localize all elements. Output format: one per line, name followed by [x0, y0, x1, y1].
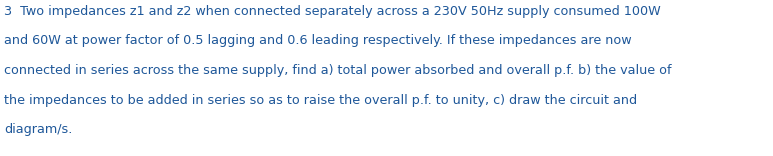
Text: 3  Two impedances z1 and z2 when connected separately across a 230V 50Hz supply : 3 Two impedances z1 and z2 when connecte…: [4, 5, 661, 18]
Text: connected in series across the same supply, find a) total power absorbed and ove: connected in series across the same supp…: [4, 64, 672, 77]
Text: diagram/s.: diagram/s.: [4, 123, 72, 136]
Text: and 60W at power factor of 0.5 lagging and 0.6 leading respectively. If these im: and 60W at power factor of 0.5 lagging a…: [4, 34, 632, 47]
Text: the impedances to be added in series so as to raise the overall p.f. to unity, c: the impedances to be added in series so …: [4, 94, 637, 107]
